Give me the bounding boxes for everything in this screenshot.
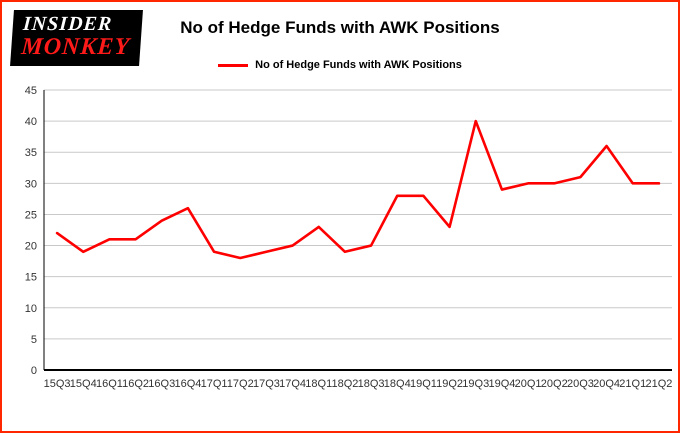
x-tick-label: 18Q3 (358, 378, 385, 390)
x-tick-label: 17Q1 (201, 378, 228, 390)
x-tick-label: 17Q3 (253, 378, 280, 390)
y-tick-label: 25 (25, 209, 37, 221)
x-tick-label: 19Q2 (436, 378, 463, 390)
x-tick-label: 21Q2 (645, 378, 672, 390)
x-tick-label: 16Q4 (174, 378, 201, 390)
y-tick-label: 40 (25, 116, 37, 128)
x-tick-label: 20Q3 (567, 378, 594, 390)
x-tick-label: 19Q1 (410, 378, 437, 390)
data-line (55, 119, 661, 260)
chart-title: No of Hedge Funds with AWK Positions (180, 18, 500, 37)
x-tick-label: 15Q3 (44, 378, 71, 390)
x-tick-label: 15Q4 (70, 378, 97, 390)
x-tick-label: 17Q4 (279, 378, 306, 390)
line-chart: 0 5 10 15 20 25 30 35 40 45 15Q3 15Q4 16Q1 16Q2 16Q3 16… (25, 85, 673, 390)
y-tick-label: 30 (25, 178, 37, 190)
chart-legend: No of Hedge Funds with AWK Positions (2, 59, 678, 71)
logo-text-monkey: MONKEY (20, 34, 131, 60)
x-tick-label: 21Q1 (619, 378, 646, 390)
legend-label: No of Hedge Funds with AWK Positions (255, 59, 462, 71)
y-tick-label: 15 (25, 272, 37, 284)
y-tick-label: 35 (25, 147, 37, 159)
y-tick-label: 20 (25, 241, 37, 253)
y-tick-label: 45 (25, 85, 37, 97)
x-tick-label: 19Q4 (488, 378, 515, 390)
x-tick-label: 16Q2 (122, 378, 149, 390)
x-tick-label: 16Q3 (148, 378, 175, 390)
x-tick-label: 18Q4 (384, 378, 411, 390)
x-tick-label: 17Q2 (227, 378, 254, 390)
x-tick-label: 18Q1 (305, 378, 332, 390)
x-tick-label: 20Q2 (541, 378, 568, 390)
x-tick-label: 19Q3 (462, 378, 489, 390)
y-tick-label: 5 (31, 334, 37, 346)
y-tick-label: 0 (31, 365, 37, 377)
legend-line-swatch (218, 63, 249, 67)
x-tick-label: 18Q2 (331, 378, 358, 390)
x-tick-label: 20Q1 (515, 378, 542, 390)
y-tick-label: 10 (25, 303, 37, 315)
x-tick-label: 20Q4 (593, 378, 620, 390)
x-tick-label: 16Q1 (96, 378, 123, 390)
